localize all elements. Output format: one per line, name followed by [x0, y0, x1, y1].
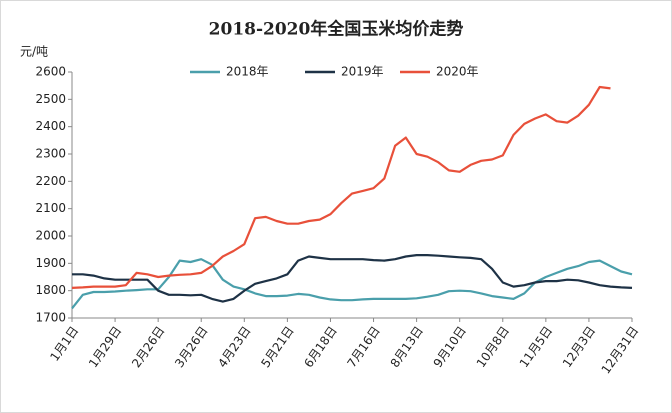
legend-label: 2020年 [436, 65, 479, 79]
y-tick-label: 1900 [35, 256, 66, 270]
series-line [72, 254, 633, 303]
y-tick-label: 2200 [35, 174, 66, 188]
y-tick-label: 2500 [35, 92, 66, 106]
y-tick-label: 2000 [35, 229, 66, 243]
y-tick-label: 1800 [35, 283, 66, 297]
y-tick-label: 2100 [35, 201, 66, 215]
y-axis-label: 元/吨 [20, 45, 48, 59]
y-tick-label: 2400 [35, 119, 66, 133]
y-tick-label: 1700 [35, 311, 66, 325]
y-tick-label: 2600 [35, 65, 66, 79]
legend-label: 2018年 [226, 65, 269, 79]
legend-label: 2019年 [341, 65, 384, 79]
chart-title: 2018-2020年全国玉米均价走势 [209, 19, 464, 40]
series-line [71, 85, 611, 289]
series-line [71, 258, 633, 310]
y-tick-label: 2300 [35, 147, 66, 161]
